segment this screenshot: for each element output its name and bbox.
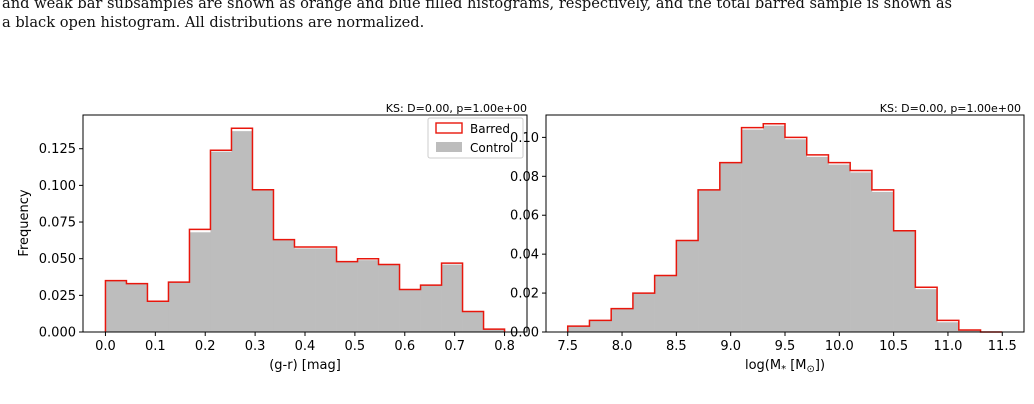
- y-tick-label: 0.050: [39, 252, 76, 267]
- control-bar: [676, 240, 699, 332]
- y-tick-label: 0.075: [39, 216, 76, 231]
- x-tick-label: 9.0: [720, 339, 741, 354]
- y-axis-label: Frequency: [17, 189, 32, 256]
- control-bar: [828, 164, 851, 332]
- y-tick-label: 0.06: [510, 209, 539, 224]
- control-bar: [850, 172, 873, 332]
- control-bar: [483, 329, 505, 332]
- y-axis-ticks: 0.00 0.02 0.04 0.06 0.08 0.10: [510, 131, 546, 341]
- control-bar: [399, 289, 421, 332]
- x-tick-label: 0.6: [394, 339, 415, 354]
- control-bar: [719, 162, 742, 332]
- control-bar: [785, 139, 808, 332]
- x-tick-label: 0.3: [245, 339, 266, 354]
- control-bar: [231, 131, 253, 332]
- x-axis-ticks: 0.0 0.1 0.2 0.3 0.4 0.5 0.6 0.7 0.8: [95, 332, 515, 354]
- caption-line: and weak bar subsamples are shown as ora…: [2, 0, 953, 12]
- x-tick-label: 11.0: [933, 339, 962, 354]
- x-tick-label: 10.5: [879, 339, 908, 354]
- x-axis-label: (g-r) [mag]: [269, 358, 341, 373]
- control-bar: [189, 232, 211, 332]
- control-bar: [357, 260, 379, 332]
- y-tick-label: 0.025: [39, 289, 76, 304]
- control-bar: [698, 189, 721, 332]
- legend-swatch-barred: [435, 122, 463, 134]
- control-bar: [741, 129, 764, 332]
- legend: Barred Control: [427, 117, 524, 159]
- x-tick-label: 9.5: [775, 339, 796, 354]
- control-bar: [168, 282, 190, 332]
- control-bar: [105, 280, 127, 332]
- y-tick-label: 0.000: [39, 326, 76, 341]
- control-bar: [937, 322, 960, 332]
- barred-step-line: [104, 127, 506, 332]
- figure-caption: and weak bar subsamples are shown as ora…: [2, 0, 1032, 32]
- y-tick-label: 0.125: [39, 142, 76, 157]
- x-axis-label-subscript: ⊙: [806, 364, 814, 375]
- x-tick-label: 0.1: [145, 339, 166, 354]
- x-tick-label: 7.5: [557, 339, 578, 354]
- x-axis-label-part: ]): [815, 358, 825, 373]
- histogram-marks: [104, 127, 506, 332]
- x-axis-label-part: [M: [786, 358, 806, 373]
- x-tick-label: 0.2: [195, 339, 216, 354]
- x-tick-label: 0.7: [444, 339, 465, 354]
- histogram-marks: [566, 123, 1003, 333]
- control-bar: [654, 275, 677, 332]
- x-tick-label: 0.0: [95, 339, 116, 354]
- y-tick-label: 0.04: [510, 248, 539, 263]
- y-tick-label: 0.08: [510, 170, 539, 185]
- control-bar: [462, 311, 484, 332]
- y-axis-ticks: 0.000 0.025 0.050 0.075 0.100 0.125: [39, 142, 83, 341]
- control-bar: [567, 326, 590, 332]
- x-tick-label: 0.4: [295, 339, 316, 354]
- panel-mass-histogram: 7.5 8.0 8.5 9.0 9.5 10.0 10.5 11.0 11.5 0.00 0.02…: [510, 102, 1025, 375]
- x-axis-label-part: log(M: [745, 358, 781, 373]
- x-axis-label-subscript: *: [781, 364, 786, 375]
- x-axis-ticks: 7.5 8.0 8.5 9.0 9.5 10.0 10.5 11.0 11.5: [557, 332, 1017, 354]
- control-bar: [252, 189, 274, 332]
- control-bar: [210, 151, 232, 332]
- control-bar: [806, 156, 829, 332]
- x-tick-label: 0.8: [494, 339, 515, 354]
- control-bar: [441, 264, 463, 332]
- ks-statistic-label: KS: D=0.00, p=1.00e+00: [386, 102, 527, 115]
- x-tick-label: 0.5: [345, 339, 366, 354]
- ks-statistic-label: KS: D=0.00, p=1.00e+00: [880, 102, 1021, 115]
- control-bar: [126, 283, 148, 332]
- control-bar: [147, 301, 169, 332]
- control-bar: [336, 261, 358, 332]
- x-axis-label: log(M* [M⊙]): [745, 358, 825, 375]
- caption-line: a black open histogram. All distribution…: [2, 14, 425, 31]
- x-tick-label: 10.0: [825, 339, 854, 354]
- y-tick-label: 0.100: [39, 179, 76, 194]
- control-bar: [273, 239, 295, 332]
- legend-label-barred: Barred: [470, 122, 510, 136]
- control-bar: [871, 191, 894, 332]
- control-bar: [378, 264, 400, 332]
- control-bar: [611, 308, 634, 332]
- control-bar: [315, 248, 337, 332]
- panel-color-histogram: 0.0 0.1 0.2 0.3 0.4 0.5 0.6 0.7 0.8 0.0000.0250.…: [17, 102, 528, 373]
- control-bar: [893, 230, 916, 332]
- control-bar: [958, 330, 981, 332]
- y-tick-label: 0.02: [510, 287, 539, 302]
- y-tick-label: 0.00: [510, 326, 539, 341]
- y-tick-label: 0.10: [510, 131, 539, 146]
- control-bar: [420, 285, 442, 332]
- control-bar: [632, 293, 655, 332]
- control-bar: [294, 248, 316, 332]
- control-bar: [915, 289, 938, 332]
- x-tick-label: 11.5: [988, 339, 1017, 354]
- x-tick-label: 8.5: [666, 339, 687, 354]
- barred-step-line: [566, 123, 1003, 333]
- legend-swatch-control: [436, 142, 462, 152]
- control-bar: [763, 125, 786, 332]
- x-tick-label: 8.0: [612, 339, 633, 354]
- legend-label-control: Control: [470, 141, 513, 155]
- control-bar: [589, 320, 612, 332]
